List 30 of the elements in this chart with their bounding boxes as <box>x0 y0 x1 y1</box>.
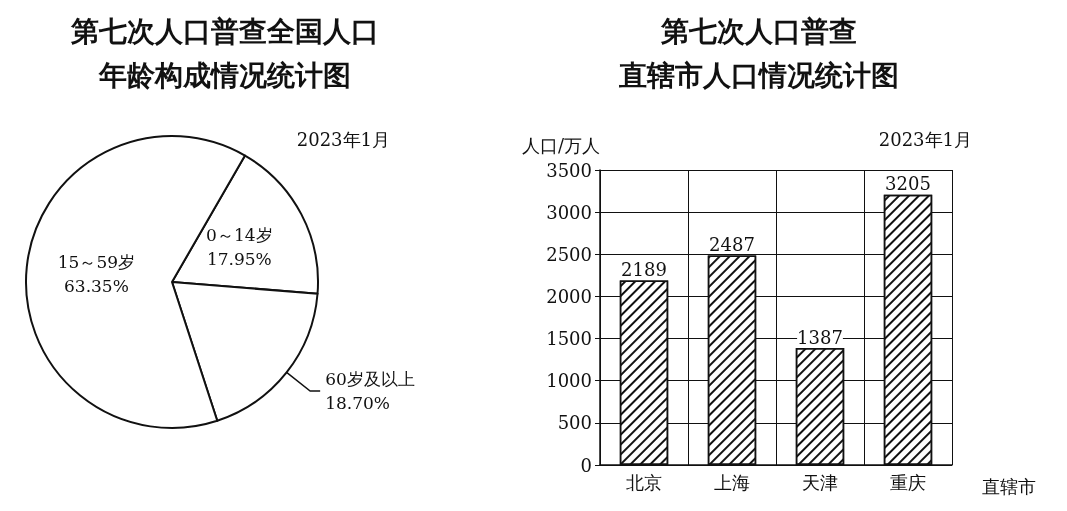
data-label: 17.95% <box>206 248 272 269</box>
text: 2023年1月 <box>296 128 390 150</box>
y-tick-label: 2000 <box>546 285 592 307</box>
data-label: 63.35% <box>64 276 129 297</box>
chart-title: 第七次人口普查 <box>659 14 857 48</box>
x-tick-label: 重庆 <box>890 471 926 493</box>
y-tick-label: 1000 <box>546 370 592 392</box>
y-tick-label: 500 <box>557 412 592 434</box>
data-label: 1387 <box>797 326 843 348</box>
data-label: 2189 <box>621 259 667 280</box>
data-label: 2487 <box>709 233 755 255</box>
chart-title: 第七次人口普查全国人口 <box>70 14 379 48</box>
data-label: 18.70% <box>325 393 390 414</box>
y-tick-label: 3000 <box>546 201 592 223</box>
slice-label: 0～14岁 <box>206 224 273 245</box>
data-label: 3205 <box>885 173 931 195</box>
y-tick-label: 0 <box>580 454 592 476</box>
y-tick-label: 1500 <box>546 328 592 350</box>
y-tick-label: 3500 <box>546 159 592 181</box>
slice-label: 60岁及以上 <box>325 369 415 390</box>
x-tick-label: 北京 <box>626 471 662 493</box>
y-tick-label: 2500 <box>546 243 592 265</box>
chart-subtitle: 年龄构成情况统计图 <box>98 58 351 92</box>
x-axis-title: 直辖市 <box>982 475 1036 497</box>
x-tick-label: 上海 <box>714 471 750 493</box>
text: 2023年1月 <box>878 128 972 150</box>
chart-subtitle: 直辖市人口情况统计图 <box>617 58 899 92</box>
slice-label: 15～59岁 <box>57 252 136 273</box>
x-tick-label: 天津 <box>802 471 838 493</box>
y-axis-title: 人口/万人 <box>521 134 600 156</box>
